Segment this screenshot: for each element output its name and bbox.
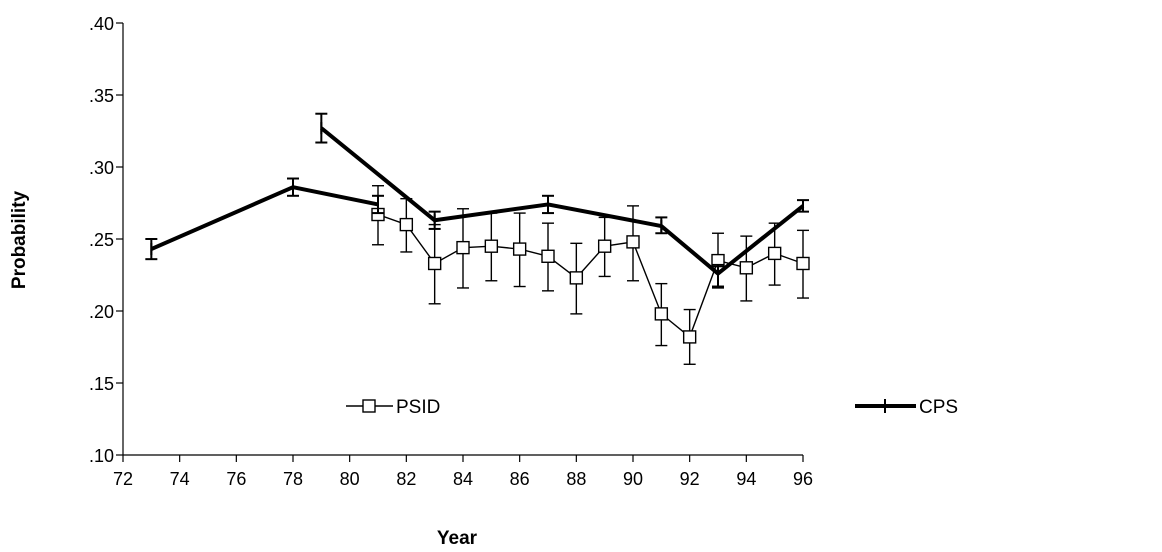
psid-point <box>626 235 640 249</box>
series-cps <box>145 112 809 288</box>
psid-point <box>399 217 414 232</box>
psid-point <box>739 261 754 275</box>
axes: .10 .15 .20 .25 .30 .35 .40 72 74 76 78 80 82 84 86 88 9… <box>89 14 813 489</box>
psid-point <box>597 239 612 253</box>
x-tick-label: 72 <box>113 469 133 489</box>
x-tick-label: 84 <box>453 469 473 489</box>
psid-point <box>767 246 782 261</box>
x-tick-label: 86 <box>510 469 530 489</box>
x-tick-label: 90 <box>623 469 643 489</box>
cps-line <box>320 126 805 276</box>
x-tick-label: 74 <box>170 469 190 489</box>
psid-point <box>654 307 669 321</box>
legend-cps-label: CPS <box>919 397 958 418</box>
psid-point <box>541 249 555 263</box>
psid-point <box>569 271 584 285</box>
psid-line <box>377 213 804 339</box>
legend-psid-marker <box>362 399 376 413</box>
x-axis-title: Year <box>437 528 478 549</box>
psid-point <box>796 256 810 271</box>
series-layer <box>145 112 810 365</box>
x-tick-label: 82 <box>396 469 416 489</box>
x-tick-label: 88 <box>566 469 586 489</box>
y-tick-label: .25 <box>89 230 114 250</box>
x-tick-label: 92 <box>680 469 700 489</box>
cps-line <box>150 185 379 251</box>
psid-point <box>484 239 499 253</box>
x-tick-label: 96 <box>793 469 813 489</box>
y-tick-label: .40 <box>89 14 114 34</box>
y-tick-label: .10 <box>89 446 114 466</box>
y-tick-label: .15 <box>89 374 114 394</box>
y-tick-label: .20 <box>89 302 114 322</box>
x-tick-label: 76 <box>226 469 246 489</box>
psid-point <box>427 256 442 271</box>
x-tick-label: 80 <box>340 469 360 489</box>
x-tick-label: 94 <box>736 469 756 489</box>
y-axis-title: Probability <box>9 190 30 289</box>
y-tick-label: .35 <box>89 86 114 106</box>
y-tick-label: .30 <box>89 158 114 178</box>
legend-psid-label: PSID <box>396 397 440 418</box>
psid-point <box>682 330 697 344</box>
x-tick-label: 78 <box>283 469 303 489</box>
legend: PSID CPS <box>346 397 958 418</box>
psid-point <box>512 242 527 256</box>
psid-point <box>456 240 470 255</box>
